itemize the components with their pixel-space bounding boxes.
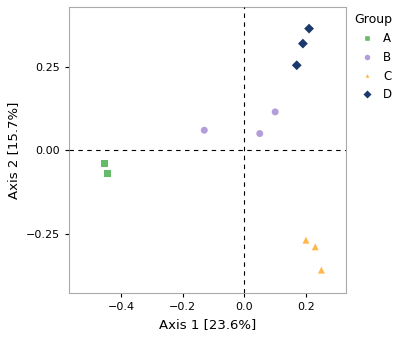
Point xyxy=(300,41,306,46)
X-axis label: Axis 1 [23.6%]: Axis 1 [23.6%] xyxy=(159,318,256,331)
Y-axis label: Axis 2 [15.7%]: Axis 2 [15.7%] xyxy=(7,101,20,199)
Point xyxy=(101,161,107,166)
Point xyxy=(272,109,278,115)
Point xyxy=(312,244,318,249)
Point xyxy=(306,26,312,31)
Point xyxy=(294,63,300,68)
Point xyxy=(318,267,324,273)
Point xyxy=(303,238,309,243)
Point xyxy=(104,171,110,176)
Point xyxy=(256,131,263,136)
Legend: A, B, C, D: A, B, C, D xyxy=(355,13,393,101)
Point xyxy=(201,127,208,133)
